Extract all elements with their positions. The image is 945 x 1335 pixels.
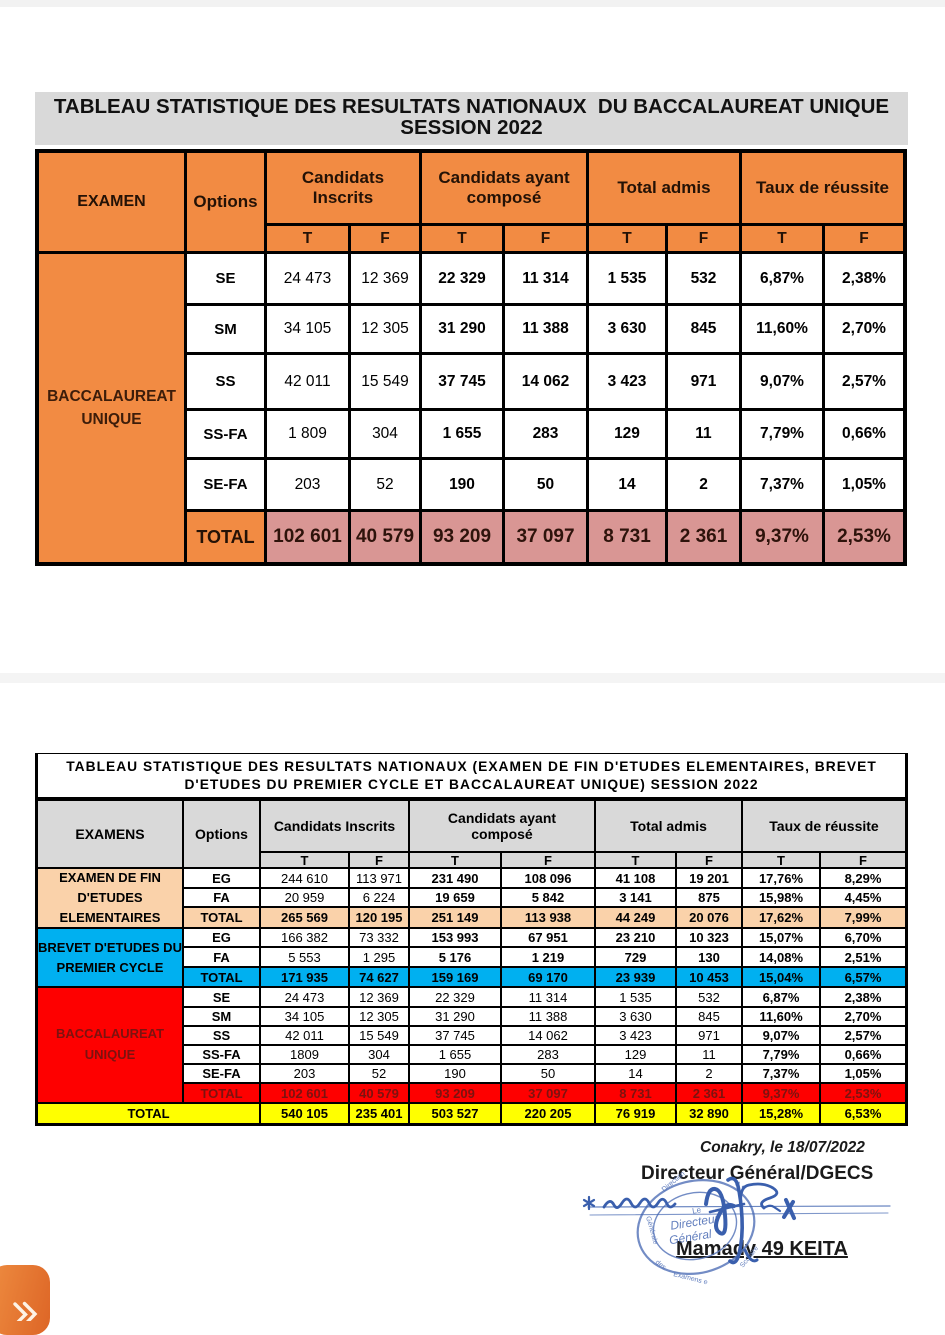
svg-text:Générale: Générale — [644, 1216, 659, 1246]
svg-text:Général: Général — [668, 1227, 713, 1248]
svg-text:Le: Le — [692, 1205, 703, 1215]
svg-text:A ●: A ● — [734, 1181, 747, 1192]
